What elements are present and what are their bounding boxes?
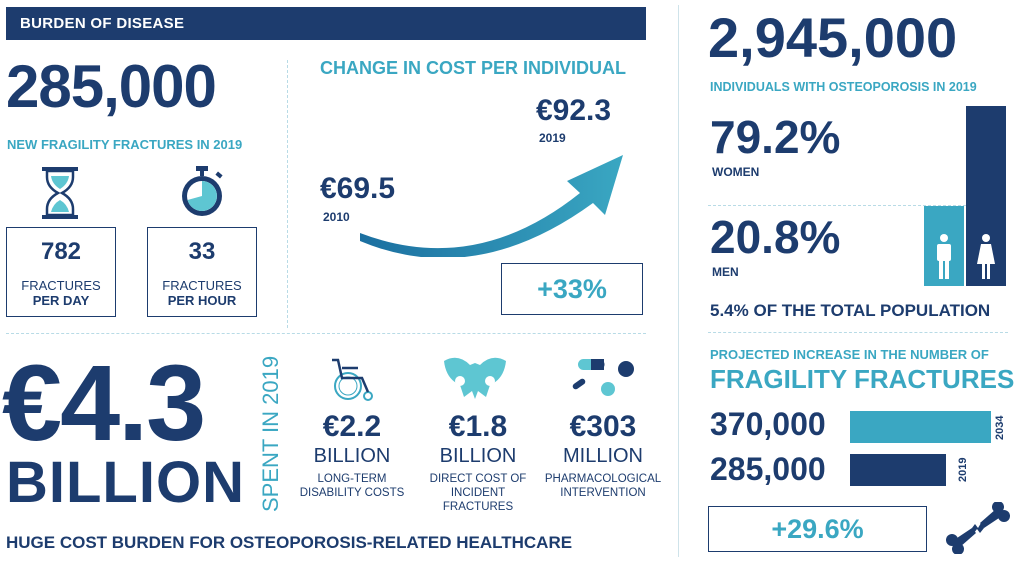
cost-item-pelvis: €1.8 BILLION DIRECT COST OF INCIDENT FRA… xyxy=(416,410,540,514)
pills-icon xyxy=(572,359,634,396)
hourglass-icon xyxy=(42,167,78,219)
cost-item-unit: BILLION xyxy=(439,445,517,467)
wheelchair-icon xyxy=(332,358,373,401)
cost-to-value: €92.3 xyxy=(536,94,612,127)
cost-from-year: 2010 xyxy=(323,210,350,224)
divider xyxy=(678,5,679,557)
per-hour-label1: FRACTURES xyxy=(162,278,242,293)
section-title: BURDEN OF DISEASE xyxy=(20,15,185,32)
projection-bar-2034 xyxy=(850,411,991,443)
per-day-card: 782 FRACTURES PER DAY xyxy=(6,227,116,317)
cost-item-desc: INCIDENT xyxy=(450,487,506,499)
cost-item-desc: DISABILITY COSTS xyxy=(299,487,405,499)
population-text: 5.4% OF THE TOTAL POPULATION xyxy=(710,301,991,320)
cost-change-title: CHANGE IN COST PER INDIVIDUAL xyxy=(320,58,627,78)
total-cost-value: €4.3 xyxy=(2,342,206,463)
divider xyxy=(708,332,1008,333)
projection-title-line1: PROJECTED INCREASE IN THE NUMBER OF xyxy=(710,347,989,362)
per-hour-card: 33 FRACTURES PER HOUR xyxy=(147,227,257,317)
projection-value-2034: 370,000 xyxy=(710,406,826,442)
osteoporosis-caption: INDIVIDUALS WITH OSTEOPOROSIS IN 2019 xyxy=(710,80,977,94)
projection-year-2034: 2034 xyxy=(994,415,1006,440)
fractures-number: 285,000 xyxy=(6,53,217,120)
projection-year-2019: 2019 xyxy=(957,457,969,482)
cost-increase-badge: +33% xyxy=(501,263,643,315)
cost-item-desc: INTERVENTION xyxy=(560,487,646,499)
cost-item-desc: LONG-TERM xyxy=(317,473,387,485)
projection-title-line2: FRAGILITY FRACTURES xyxy=(710,364,1015,394)
per-hour-label2: PER HOUR xyxy=(167,293,237,308)
cost-item-unit: MILLION xyxy=(562,445,644,467)
per-day-value: 782 xyxy=(40,238,82,265)
men-percent: 20.8% xyxy=(710,211,841,263)
broken-bone-icon xyxy=(946,502,1010,554)
cost-item-value: €1.8 xyxy=(448,410,508,443)
projection-bar-2019 xyxy=(850,454,946,486)
cost-item-value: €2.2 xyxy=(322,410,382,443)
cost-item-wheelchair: €2.2 BILLION LONG-TERM DISABILITY COSTS xyxy=(290,410,414,500)
spent-label: SPENT IN 2019 xyxy=(258,355,283,512)
footer-caption: HUGE COST BURDEN FOR OSTEOPOROSIS-RELATE… xyxy=(6,533,573,552)
projection-value-2019: 285,000 xyxy=(710,451,826,487)
cost-item-value: €303 xyxy=(569,410,637,443)
divider xyxy=(708,205,966,206)
woman-icon xyxy=(977,234,995,279)
man-icon xyxy=(937,234,951,279)
section-header: BURDEN OF DISEASE xyxy=(6,7,646,40)
per-hour-value: 33 xyxy=(188,238,216,265)
projection-increase-badge: +29.6% xyxy=(708,506,927,552)
women-percent: 79.2% xyxy=(710,111,841,163)
cost-item-desc: PHARMACOLOGICAL xyxy=(544,473,662,485)
cost-from-value: €69.5 xyxy=(320,172,396,205)
trend-arrow-icon xyxy=(360,155,623,257)
osteoporosis-number: 2,945,000 xyxy=(708,6,958,69)
cost-item-desc: DIRECT COST OF xyxy=(429,473,527,485)
divider xyxy=(6,333,646,334)
men-label: MEN xyxy=(712,265,739,279)
pelvis-icon xyxy=(444,357,506,399)
cost-item-unit: BILLION xyxy=(313,445,391,467)
cost-to-year: 2019 xyxy=(539,131,566,145)
total-cost-unit: BILLION xyxy=(6,450,245,515)
per-day-label1: FRACTURES xyxy=(21,278,101,293)
divider xyxy=(287,60,288,328)
cost-item-pills: €303 MILLION PHARMACOLOGICAL INTERVENTIO… xyxy=(538,410,668,500)
fractures-caption: NEW FRAGILITY FRACTURES IN 2019 xyxy=(7,137,243,152)
per-day-label2: PER DAY xyxy=(32,293,90,308)
stopwatch-icon xyxy=(182,166,223,216)
cost-item-desc: FRACTURES xyxy=(442,501,514,513)
women-label: WOMEN xyxy=(712,165,760,179)
